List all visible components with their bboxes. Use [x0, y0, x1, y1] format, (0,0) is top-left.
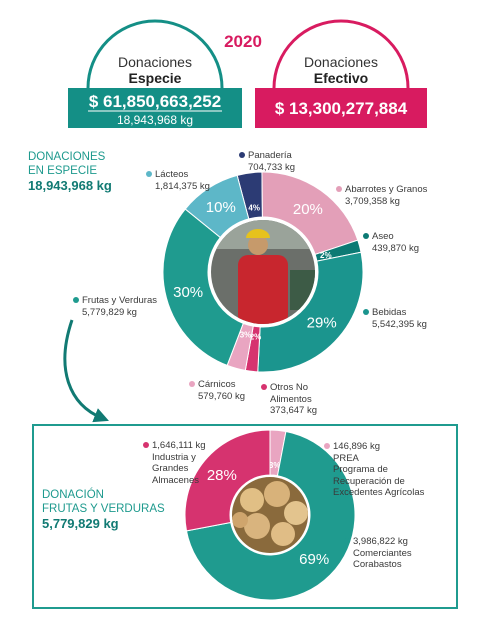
category-amount: 3,709,358 kg: [345, 195, 400, 207]
category-name: Frutas y Verduras: [82, 295, 157, 306]
legend-dot: [73, 297, 79, 303]
chart-title-block: DONACIONES EN ESPECIE 18,943,968 kg: [28, 150, 112, 193]
chart-total: 5,779,829 kg: [42, 516, 119, 531]
value-label: 20%: [293, 201, 323, 218]
category-amount: 146,896 kg: [333, 441, 381, 452]
chart-subtitle: FRUTAS Y VERDURAS: [42, 503, 165, 515]
year: 2020: [224, 32, 262, 51]
category-label: Aseo 439,870 kg: [363, 231, 432, 254]
category-label: Frutas y Verduras 5,779,829 kg: [73, 295, 172, 318]
category-label: 1,646,111 kg Industria y Grandes Almacene…: [143, 440, 222, 486]
category-name: Comerciantes Corabastos: [353, 547, 412, 571]
chart-subtitle: EN ESPECIE: [28, 165, 98, 177]
category-description: Programa de Recuperación de Excedentes A…: [333, 464, 425, 498]
legend-dot: [336, 186, 342, 192]
category-name: Otros No Alimentos: [270, 382, 312, 405]
legend-dot: [324, 443, 330, 449]
category-label: Lácteos 1,814,375 kg: [146, 169, 225, 192]
pie-slice: [184, 429, 271, 532]
legend-dot: [363, 309, 369, 315]
category-name: Cárnicos: [198, 379, 236, 390]
box-label: Efectivo: [314, 70, 368, 86]
legend-dot: [143, 442, 149, 448]
arrow: [63, 319, 109, 423]
legend-dot: [344, 538, 350, 544]
pie-slice: [185, 430, 356, 601]
chart-title: DONACIÓN: [42, 489, 104, 501]
box-weight: 18,943,968 kg: [117, 113, 193, 127]
category-amount: 5,779,829 kg: [82, 306, 137, 318]
value-label: 30%: [173, 284, 203, 301]
box-label: Donaciones: [118, 54, 192, 70]
value-label: 4%: [248, 204, 260, 213]
category-label: Bebidas 5,542,395 kg: [363, 307, 442, 330]
box: [255, 88, 427, 128]
chart-total: 18,943,968 kg: [28, 178, 112, 193]
category-name: PREA: [333, 452, 359, 464]
value-label: 3%: [269, 461, 281, 470]
arc: [86, 19, 224, 89]
pie-slice: [184, 174, 250, 239]
legend-dot: [363, 233, 369, 239]
category-name: Industria y Grandes Almacenes: [152, 451, 199, 486]
legend-dot: [239, 152, 245, 158]
value-label: 10%: [206, 199, 236, 216]
frame: [32, 424, 458, 609]
box-amount: $ 13,300,277,884: [275, 99, 408, 118]
box-label: Donaciones: [304, 54, 378, 70]
category-name: Bebidas: [372, 307, 407, 318]
legend-dot: [189, 381, 195, 387]
value-label: 28%: [207, 467, 237, 484]
value-label: 69%: [299, 551, 329, 568]
category-label: 146,896 kg PREA Programa de Recuperación d…: [324, 441, 443, 499]
category-amount: 439,870 kg: [372, 242, 420, 254]
legend-dot: [261, 384, 267, 390]
category-label: Cárnicos 579,760 kg: [189, 379, 258, 402]
chart-title-block: DONACIÓN FRUTAS Y VERDURAS 5,779,829 kg: [42, 488, 165, 531]
category-label: Panadería 704,733 kg: [239, 150, 328, 173]
arc: [272, 19, 410, 89]
box: [68, 88, 242, 128]
box-label: Especie: [129, 70, 182, 86]
value-label: 3%: [240, 331, 252, 340]
category-label: Abarrotes y Granos 3,709,358 kg: [336, 184, 445, 207]
pie-slice: [162, 208, 244, 367]
category-label: Otros No Alimentos 373,647 kg: [261, 382, 340, 417]
category-amount: 1,814,375 kg: [155, 180, 210, 192]
category-label: 3,986,822 kg Comerciantes Corabastos: [344, 536, 443, 571]
category-name: Lácteos: [155, 169, 189, 180]
category-amount: 3,986,822 kg: [353, 536, 408, 547]
value-label: 2%: [250, 333, 262, 342]
category-name: Aseo: [372, 231, 394, 242]
category-amount: 1,646,111 kg: [152, 440, 206, 451]
category-amount: 5,542,395 kg: [372, 318, 427, 330]
pie-slice: [257, 251, 364, 373]
category-amount: 579,760 kg: [198, 390, 246, 402]
photo: [232, 477, 308, 553]
value-label: 29%: [307, 315, 337, 332]
category-amount: 373,647 kg: [270, 405, 318, 416]
photo: [211, 220, 315, 324]
value-label: 2%: [320, 251, 332, 260]
box-amount: $ 61,850,663,252: [89, 92, 221, 111]
category-name: Panadería: [248, 150, 292, 161]
chart-title: DONACIONES: [28, 151, 106, 163]
category-name: Abarrotes y Granos: [345, 184, 428, 195]
legend-dot: [146, 171, 152, 177]
category-amount: 704,733 kg: [248, 161, 296, 173]
